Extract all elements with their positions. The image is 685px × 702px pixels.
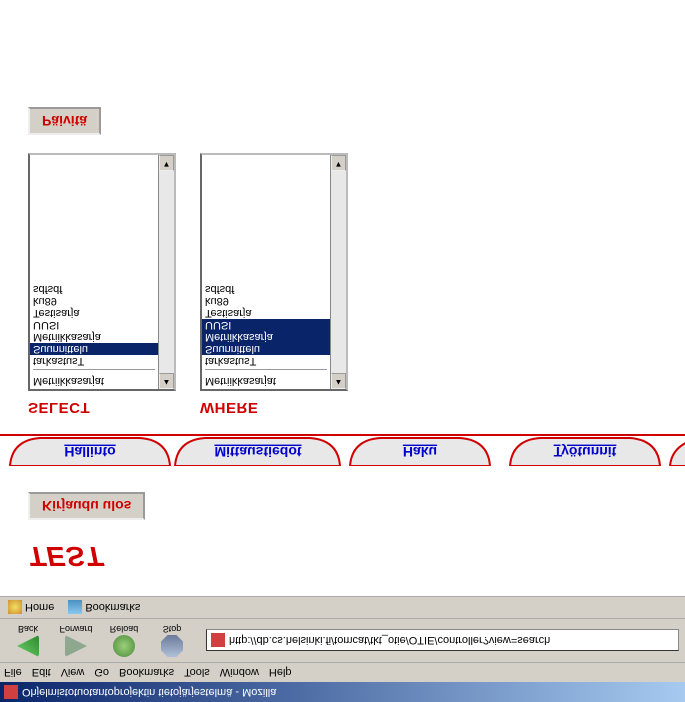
reload-label: Reload [110, 624, 139, 634]
window-title: Ohjelmistotuotantoprojektin tietojärjest… [22, 686, 276, 698]
menu-edit[interactable]: Edit [32, 667, 51, 679]
where-column: WHERE Metriikkasarjat tarkastusTSuunnitte… [200, 153, 348, 416]
back-label: Back [18, 624, 38, 634]
bookmarks-icon [68, 601, 82, 615]
tab-tyotunnit[interactable]: Työtunnit [510, 438, 660, 466]
menu-file[interactable]: File [4, 667, 22, 679]
list-item[interactable]: Testisarja [202, 307, 330, 319]
svg-text:Mittaustiedot: Mittaustiedot [214, 444, 301, 460]
scroll-up-button[interactable]: ▲ [159, 373, 174, 389]
back-button[interactable]: Back [6, 624, 50, 657]
list-item[interactable]: ku89 [30, 295, 158, 307]
menu-go[interactable]: Go [94, 667, 109, 679]
menu-bookmarks[interactable]: Bookmarks [119, 667, 174, 679]
list-item[interactable]: Testisarja [30, 307, 158, 319]
list-item[interactable]: sdfsdf [30, 283, 158, 295]
query-area: SELECT MetriikkasarjattarkastusTSuunnitt… [0, 153, 685, 434]
logout-button[interactable]: Kirjaudu ulos [28, 492, 145, 520]
site-icon [211, 634, 225, 648]
url-bar[interactable]: http://db.cs.helsinki.fi/tomcat/tkt_otie… [206, 630, 679, 652]
list-item[interactable]: UUSI [30, 319, 158, 331]
list-item[interactable]: Suunnittelu [202, 343, 330, 355]
url-text: http://db.cs.helsinki.fi/tomcat/tkt_otie… [229, 635, 550, 647]
bookmarks-link[interactable]: Bookmarks [68, 601, 140, 615]
scroll-down-button[interactable]: ▼ [159, 155, 174, 171]
svg-text:Työtunnit: Työtunnit [554, 444, 617, 460]
stop-button[interactable]: Stop [150, 624, 194, 657]
svg-text:Haku: Haku [403, 444, 437, 460]
home-link[interactable]: Home [8, 601, 54, 615]
back-icon [17, 635, 39, 657]
menu-view[interactable]: View [61, 667, 85, 679]
list-item[interactable]: sdfsdf [202, 283, 330, 295]
tab-mittaustiedot[interactable]: Mittaustiedot [175, 438, 340, 466]
home-icon [8, 601, 22, 615]
reload-button[interactable]: Reload [102, 624, 146, 657]
tab-bar: Hallinto Mittaustiedot Haku Työtunnit [0, 436, 685, 466]
select-heading: SELECT [28, 399, 176, 416]
list-item[interactable]: Suunnittelu [30, 343, 158, 355]
update-button[interactable]: Päivitä [28, 107, 101, 135]
list-item[interactable]: tarkastusT [202, 355, 330, 367]
mozilla-icon [4, 685, 18, 699]
select-scrollbar[interactable]: ▲ ▼ [158, 155, 174, 389]
list-item[interactable]: Metriikkasarja [30, 331, 158, 343]
where-scrollbar[interactable]: ▲ ▼ [330, 155, 346, 389]
where-listbox[interactable]: Metriikkasarjat tarkastusTSuunnitteluMetr… [200, 153, 348, 391]
menu-help[interactable]: Help [269, 667, 292, 679]
page-content: TEST Kirjaudu ulos Hallinto Mittaustiedo… [0, 0, 685, 596]
window-titlebar: Ohjelmistotuotantoprojektin tietojärjest… [0, 682, 685, 702]
scroll-down-button[interactable]: ▼ [331, 155, 346, 171]
reload-icon [113, 635, 135, 657]
page-title: TEST [0, 540, 685, 596]
forward-button[interactable]: Forward [54, 624, 98, 657]
menu-window[interactable]: Window [220, 667, 259, 679]
stop-icon [161, 635, 183, 657]
list-item[interactable]: Metriikkasarjat [30, 375, 158, 387]
forward-icon [65, 635, 87, 657]
list-item[interactable]: ku89 [202, 295, 330, 307]
where-heading: WHERE [200, 399, 348, 416]
list-item[interactable]: UUSI [202, 319, 330, 331]
list-item[interactable]: Metriikkasarja [202, 331, 330, 343]
stop-label: Stop [163, 624, 182, 634]
menu-tools[interactable]: Tools [184, 667, 210, 679]
select-listbox[interactable]: Metriikkasarjat tarkastusTSuunnitteluMetr… [28, 153, 176, 391]
menubar: File Edit View Go Bookmarks Tools Window… [0, 662, 685, 682]
bookmark-bar: Home Bookmarks [0, 596, 685, 618]
tab-haku[interactable]: Haku [350, 438, 490, 466]
select-column: SELECT Metriikkasarjat tarkastusTSuunnitt… [28, 153, 176, 416]
toolbar: Back Forward Reload Stop http://db.cs.he… [0, 618, 685, 662]
svg-text:Hallinto: Hallinto [64, 444, 115, 460]
list-item[interactable]: tarkastusT [30, 355, 158, 367]
scroll-up-button[interactable]: ▲ [331, 373, 346, 389]
list-item[interactable]: Metriikkasarjat [202, 375, 330, 387]
tab-hallinto[interactable]: Hallinto [10, 438, 170, 466]
forward-label: Forward [59, 624, 92, 634]
